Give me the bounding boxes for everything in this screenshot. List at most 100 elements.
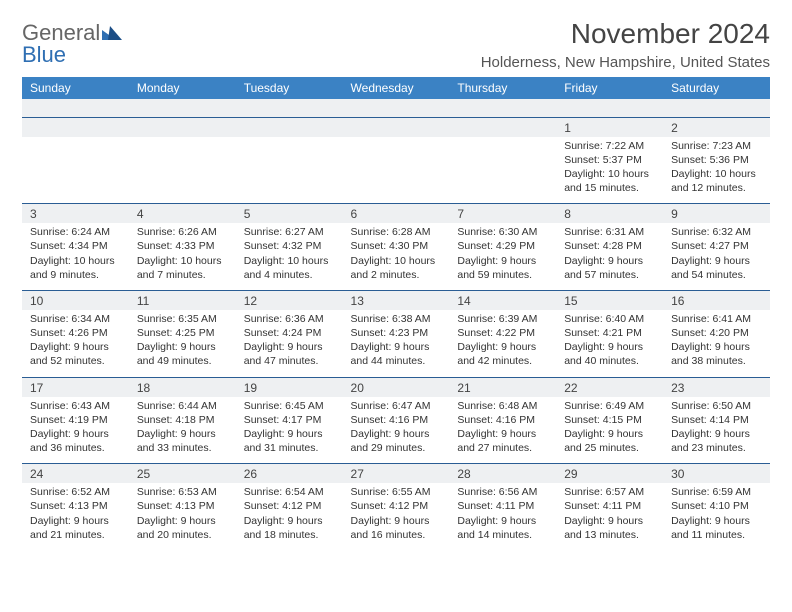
day-line: Daylight: 9 hours <box>671 427 762 441</box>
day-line: and 49 minutes. <box>137 354 228 368</box>
day-line: and 27 minutes. <box>457 441 548 455</box>
day-line: Sunrise: 6:28 AM <box>351 225 442 239</box>
date-cell: 21 <box>449 377 556 397</box>
date-cell: 25 <box>129 464 236 484</box>
day-line: Daylight: 10 hours <box>564 167 655 181</box>
day-line: and 4 minutes. <box>244 268 335 282</box>
day-cell: Sunrise: 6:40 AMSunset: 4:21 PMDaylight:… <box>556 310 663 377</box>
date-cell: 10 <box>22 290 129 310</box>
logo-mark-icon <box>102 26 122 40</box>
data-row: Sunrise: 6:34 AMSunset: 4:26 PMDaylight:… <box>22 310 770 377</box>
day-cell: Sunrise: 6:54 AMSunset: 4:12 PMDaylight:… <box>236 483 343 550</box>
day-cell: Sunrise: 6:55 AMSunset: 4:12 PMDaylight:… <box>343 483 450 550</box>
day-line: Sunrise: 6:34 AM <box>30 312 121 326</box>
day-line: Sunset: 4:12 PM <box>244 499 335 513</box>
day-line: Sunset: 4:19 PM <box>30 413 121 427</box>
day-line: Sunset: 4:11 PM <box>457 499 548 513</box>
day-cell: Sunrise: 6:59 AMSunset: 4:10 PMDaylight:… <box>663 483 770 550</box>
day-cell: Sunrise: 6:44 AMSunset: 4:18 PMDaylight:… <box>129 397 236 464</box>
day-line: and 16 minutes. <box>351 528 442 542</box>
day-cell <box>22 137 129 204</box>
day-cell: Sunrise: 6:49 AMSunset: 4:15 PMDaylight:… <box>556 397 663 464</box>
day-line: and 23 minutes. <box>671 441 762 455</box>
day-line: Daylight: 9 hours <box>244 427 335 441</box>
day-line: Sunset: 4:12 PM <box>351 499 442 513</box>
calendar-table: Sunday Monday Tuesday Wednesday Thursday… <box>22 77 770 550</box>
day-cell: Sunrise: 7:22 AMSunset: 5:37 PMDaylight:… <box>556 137 663 204</box>
data-row: Sunrise: 6:43 AMSunset: 4:19 PMDaylight:… <box>22 397 770 464</box>
day-line: Sunset: 4:13 PM <box>137 499 228 513</box>
day-line: Sunrise: 6:54 AM <box>244 485 335 499</box>
day-line: Sunset: 4:16 PM <box>457 413 548 427</box>
date-cell: 16 <box>663 290 770 310</box>
day-line: Daylight: 9 hours <box>564 254 655 268</box>
day-line: Sunset: 4:18 PM <box>137 413 228 427</box>
day-line: Sunset: 4:20 PM <box>671 326 762 340</box>
weekday-header: Monday <box>129 77 236 99</box>
date-cell <box>129 117 236 137</box>
date-cell <box>343 117 450 137</box>
day-line: Sunset: 4:24 PM <box>244 326 335 340</box>
day-line: Daylight: 9 hours <box>30 514 121 528</box>
date-cell: 13 <box>343 290 450 310</box>
day-line: Sunrise: 6:50 AM <box>671 399 762 413</box>
day-line: Daylight: 9 hours <box>457 340 548 354</box>
date-cell: 29 <box>556 464 663 484</box>
day-cell: Sunrise: 6:26 AMSunset: 4:33 PMDaylight:… <box>129 223 236 290</box>
data-row: Sunrise: 6:52 AM Sunset: 4:13 PM Daylight:… <box>22 483 770 550</box>
day-line: Sunrise: 6:40 AM <box>564 312 655 326</box>
day-line: and 7 minutes. <box>137 268 228 282</box>
date-cell: 22 <box>556 377 663 397</box>
date-cell: 9 <box>663 204 770 224</box>
day-line: Sunrise: 6:57 AM <box>564 485 655 499</box>
day-line: and 47 minutes. <box>244 354 335 368</box>
day-line: Sunrise: 6:53 AM <box>137 485 228 499</box>
day-line: Sunset: 4:16 PM <box>351 413 442 427</box>
day-cell: Sunrise: 6:45 AMSunset: 4:17 PMDaylight:… <box>236 397 343 464</box>
day-cell: Sunrise: 6:32 AMSunset: 4:27 PMDaylight:… <box>663 223 770 290</box>
day-line: Daylight: 9 hours <box>671 340 762 354</box>
day-line: Sunset: 4:10 PM <box>671 499 762 513</box>
day-line: Sunrise: 6:56 AM <box>457 485 548 499</box>
day-line: and 44 minutes. <box>351 354 442 368</box>
day-line: Sunset: 4:34 PM <box>30 239 121 253</box>
day-line: Daylight: 9 hours <box>351 427 442 441</box>
day-cell: Sunrise: 6:35 AMSunset: 4:25 PMDaylight:… <box>129 310 236 377</box>
date-cell: 5 <box>236 204 343 224</box>
day-line: and 42 minutes. <box>457 354 548 368</box>
day-line: Sunrise: 6:35 AM <box>137 312 228 326</box>
logo-word-2: Blue <box>22 42 66 67</box>
day-line: Sunset: 4:14 PM <box>671 413 762 427</box>
day-cell: Sunrise: 6:27 AMSunset: 4:32 PMDaylight:… <box>236 223 343 290</box>
day-cell <box>343 137 450 204</box>
day-line: and 18 minutes. <box>244 528 335 542</box>
day-line: Sunrise: 6:27 AM <box>244 225 335 239</box>
weekday-header: Friday <box>556 77 663 99</box>
day-line: Sunset: 4:22 PM <box>457 326 548 340</box>
day-line: and 33 minutes. <box>137 441 228 455</box>
day-cell <box>236 137 343 204</box>
day-line: Daylight: 10 hours <box>351 254 442 268</box>
date-cell: 11 <box>129 290 236 310</box>
day-line: and 25 minutes. <box>564 441 655 455</box>
day-line: Sunrise: 6:52 AM <box>30 485 121 499</box>
day-line: Sunrise: 7:22 AM <box>564 139 655 153</box>
day-line: Sunset: 4:27 PM <box>671 239 762 253</box>
day-line: and 52 minutes. <box>30 354 121 368</box>
day-line: Sunrise: 6:41 AM <box>671 312 762 326</box>
date-cell: 26 <box>236 464 343 484</box>
day-line: Sunset: 4:30 PM <box>351 239 442 253</box>
date-cell: 18 <box>129 377 236 397</box>
day-line: Daylight: 10 hours <box>244 254 335 268</box>
day-line: Sunrise: 6:30 AM <box>457 225 548 239</box>
month-title: November 2024 <box>481 18 770 50</box>
day-line: and 20 minutes. <box>137 528 228 542</box>
day-line: Sunrise: 6:49 AM <box>564 399 655 413</box>
day-line: Daylight: 9 hours <box>457 514 548 528</box>
date-cell: 20 <box>343 377 450 397</box>
day-line: and 54 minutes. <box>671 268 762 282</box>
data-row: Sunrise: 6:24 AMSunset: 4:34 PMDaylight:… <box>22 223 770 290</box>
day-cell <box>129 137 236 204</box>
day-cell: Sunrise: 6:47 AMSunset: 4:16 PMDaylight:… <box>343 397 450 464</box>
date-cell: 6 <box>343 204 450 224</box>
